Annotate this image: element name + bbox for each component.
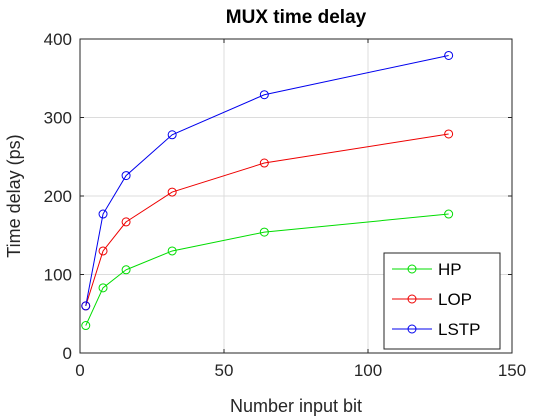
y-tick-label: 200	[44, 187, 72, 206]
data-point-lstp	[444, 50, 454, 60]
data-point-hp	[81, 321, 91, 331]
series-lstp	[81, 50, 454, 311]
series-layer	[81, 50, 454, 331]
y-axis-label: Time delay (ps)	[4, 134, 24, 257]
y-tick-label: 300	[44, 109, 72, 128]
data-point-lstp	[98, 209, 108, 219]
x-tick-label: 100	[354, 361, 382, 380]
data-point-lstp	[259, 90, 269, 100]
y-tick-label: 0	[63, 344, 72, 363]
legend-label: LSTP	[438, 320, 481, 339]
data-point-lop	[121, 217, 131, 227]
legend-label: HP	[438, 260, 462, 279]
x-tick-label: 150	[498, 361, 526, 380]
legend-item-lstp: LSTP	[392, 320, 481, 339]
legend-item-hp: HP	[392, 260, 462, 279]
legend-swatch-marker	[407, 324, 417, 334]
data-point-hp	[444, 209, 454, 219]
data-point-lstp	[121, 171, 131, 181]
legend: HP LOP LSTP	[383, 252, 501, 350]
x-tick-label: 50	[215, 361, 234, 380]
data-point-lop	[259, 158, 269, 168]
series-line-hp	[85, 213, 449, 326]
chart-title: MUX time delay	[226, 7, 367, 28]
data-point-hp	[98, 283, 108, 293]
series-line-lstp	[85, 54, 449, 306]
data-point-hp	[259, 227, 269, 237]
legend-item-lop: LOP	[392, 290, 472, 309]
data-point-lop	[98, 246, 108, 256]
legend-swatch-marker	[407, 264, 417, 274]
data-point-lstp	[81, 301, 91, 311]
series-hp	[81, 209, 454, 331]
y-tick-label: 400	[44, 30, 72, 49]
y-tick-label: 100	[44, 266, 72, 285]
data-point-lop	[167, 187, 177, 197]
legend-label: LOP	[438, 290, 472, 309]
data-point-lstp	[167, 130, 177, 140]
x-tick-label: 0	[75, 361, 84, 380]
data-point-hp	[121, 265, 131, 275]
x-axis-label: Number input bit	[230, 396, 362, 416]
data-point-lop	[444, 129, 454, 139]
data-point-hp	[167, 246, 177, 256]
ticks: 0 50 100 150 0 100 200 300 400	[44, 30, 527, 380]
series-line-lop	[85, 133, 449, 307]
legend-swatch-marker	[407, 294, 417, 304]
